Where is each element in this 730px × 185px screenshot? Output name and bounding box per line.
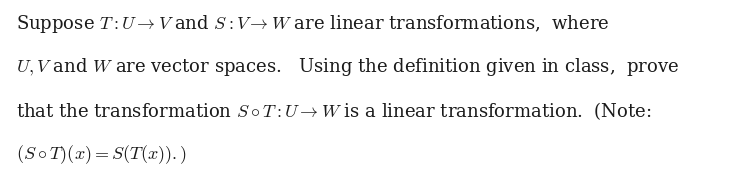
Text: Suppose $T : U \rightarrow V$ and $S : V \rightarrow W$ are linear transformatio: Suppose $T : U \rightarrow V$ and $S : V… bbox=[16, 13, 610, 35]
Text: that the transformation $S \circ T : U \rightarrow W$ is a linear transformation: that the transformation $S \circ T : U \… bbox=[16, 100, 652, 122]
Text: $(S \circ T)(x) = S(T(x)).)$: $(S \circ T)(x) = S(T(x)).)$ bbox=[16, 143, 187, 166]
Text: $U, V$ and $W$ are vector spaces.   Using the definition given in class,  prove: $U, V$ and $W$ are vector spaces. Using … bbox=[16, 56, 680, 78]
